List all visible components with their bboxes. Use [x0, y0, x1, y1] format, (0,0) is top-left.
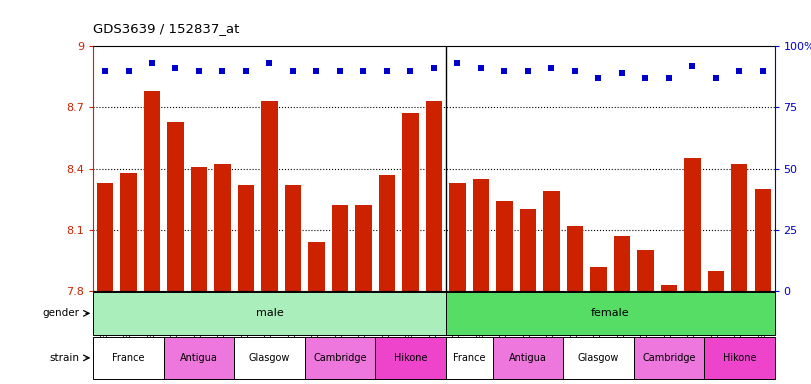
Point — [286, 68, 299, 74]
Bar — [563, 336, 633, 379]
Bar — [167, 122, 184, 291]
Bar — [164, 336, 234, 379]
Point — [474, 65, 487, 71]
Bar — [704, 336, 775, 379]
Bar — [661, 285, 677, 291]
Point — [757, 68, 770, 74]
Text: Glasgow: Glasgow — [249, 353, 290, 363]
Point — [404, 68, 417, 74]
Text: strain: strain — [49, 353, 79, 363]
Text: Cambridge: Cambridge — [313, 353, 367, 363]
Bar — [332, 205, 348, 291]
Point — [122, 68, 135, 74]
Bar — [426, 101, 442, 291]
Text: Antigua: Antigua — [509, 353, 547, 363]
Text: France: France — [453, 353, 485, 363]
Text: Cambridge: Cambridge — [642, 353, 696, 363]
Point — [357, 68, 370, 74]
Point — [310, 68, 323, 74]
Bar — [214, 164, 230, 291]
Point — [216, 68, 229, 74]
Text: gender: gender — [43, 308, 79, 318]
Bar — [614, 236, 630, 291]
Bar — [305, 336, 375, 379]
Text: Antigua: Antigua — [180, 353, 218, 363]
Point — [710, 75, 723, 81]
Point — [192, 68, 205, 74]
Bar — [633, 336, 704, 379]
Point — [98, 68, 111, 74]
Point — [239, 68, 252, 74]
Point — [169, 65, 182, 71]
Bar — [93, 292, 445, 335]
Bar — [120, 173, 137, 291]
Point — [545, 65, 558, 71]
Point — [569, 68, 581, 74]
Bar — [375, 336, 445, 379]
Point — [145, 60, 158, 66]
Bar — [234, 336, 305, 379]
Bar — [445, 336, 492, 379]
Point — [380, 68, 393, 74]
Text: female: female — [590, 308, 629, 318]
Text: France: France — [112, 353, 144, 363]
Point — [427, 65, 440, 71]
Bar — [379, 175, 395, 291]
Bar — [492, 336, 563, 379]
Bar — [238, 185, 254, 291]
Bar — [731, 164, 748, 291]
Bar — [590, 266, 607, 291]
Point — [639, 75, 652, 81]
Point — [333, 68, 346, 74]
Bar — [308, 242, 324, 291]
Bar — [355, 205, 371, 291]
Point — [498, 68, 511, 74]
Bar — [191, 167, 207, 291]
Bar — [473, 179, 489, 291]
Bar — [402, 113, 418, 291]
Bar — [684, 158, 701, 291]
Bar — [445, 292, 775, 335]
Bar — [93, 336, 164, 379]
Point — [616, 70, 629, 76]
Point — [686, 63, 699, 69]
Point — [451, 60, 464, 66]
Bar — [449, 183, 466, 291]
Text: male: male — [255, 308, 283, 318]
Text: Glasgow: Glasgow — [577, 353, 619, 363]
Bar — [567, 226, 583, 291]
Text: Hikone: Hikone — [393, 353, 427, 363]
Bar — [97, 183, 114, 291]
Point — [263, 60, 276, 66]
Bar — [637, 250, 654, 291]
Bar — [543, 191, 560, 291]
Bar — [144, 91, 161, 291]
Bar — [707, 271, 724, 291]
Text: GDS3639 / 152837_at: GDS3639 / 152837_at — [93, 22, 239, 35]
Bar — [520, 209, 536, 291]
Bar — [261, 101, 277, 291]
Point — [663, 75, 676, 81]
Point — [521, 68, 534, 74]
Text: Hikone: Hikone — [723, 353, 756, 363]
Point — [733, 68, 746, 74]
Bar — [754, 189, 771, 291]
Point — [592, 75, 605, 81]
Bar — [285, 185, 301, 291]
Bar — [496, 201, 513, 291]
